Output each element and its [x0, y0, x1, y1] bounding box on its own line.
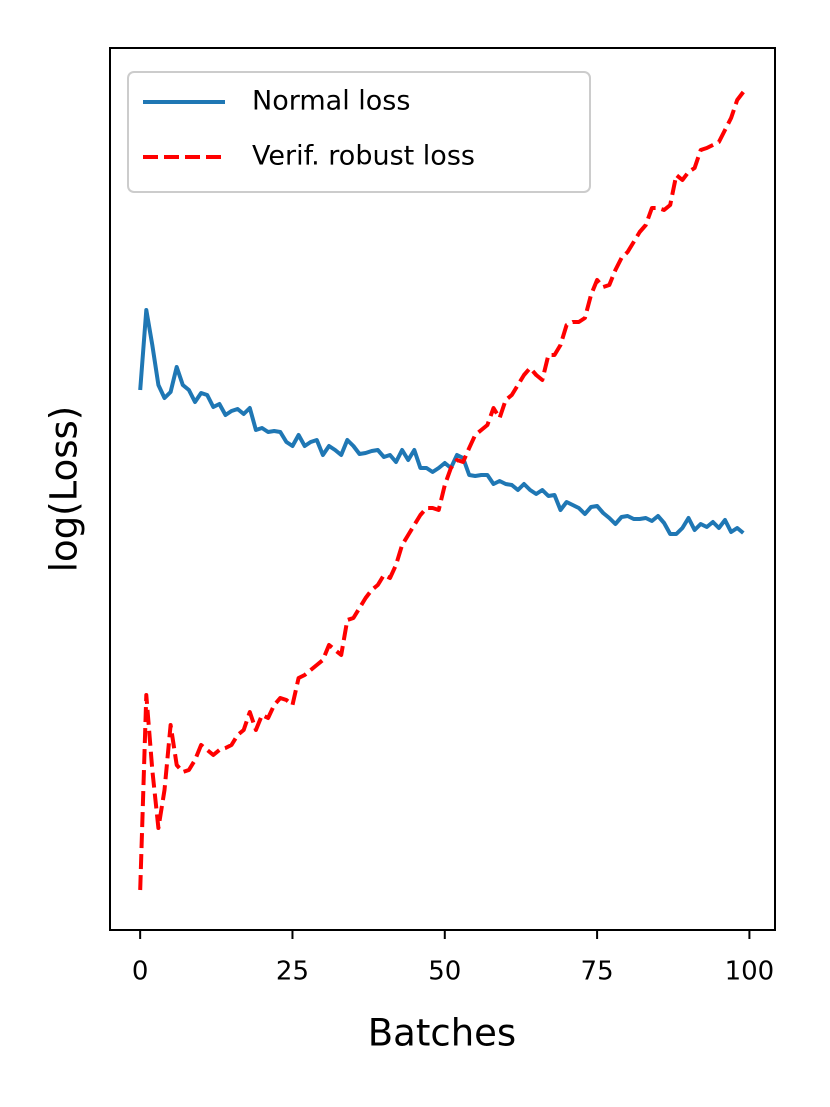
legend-label: Normal loss [252, 86, 410, 117]
line-series [138, 308, 745, 536]
x-tick-label: 50 [428, 957, 461, 987]
line-series [138, 90, 745, 891]
x-tick-label: 0 [132, 957, 149, 987]
legend-frame [127, 71, 591, 193]
x-tick-label: 100 [725, 957, 775, 987]
x-tick-label: 75 [581, 957, 614, 987]
x-tick-label: 25 [276, 957, 309, 987]
y-axis-label: log(Loss) [43, 406, 86, 572]
plot-frame [109, 47, 776, 931]
x-axis-label: Batches [368, 1012, 516, 1055]
legend-label: Verif. robust loss [252, 141, 475, 172]
